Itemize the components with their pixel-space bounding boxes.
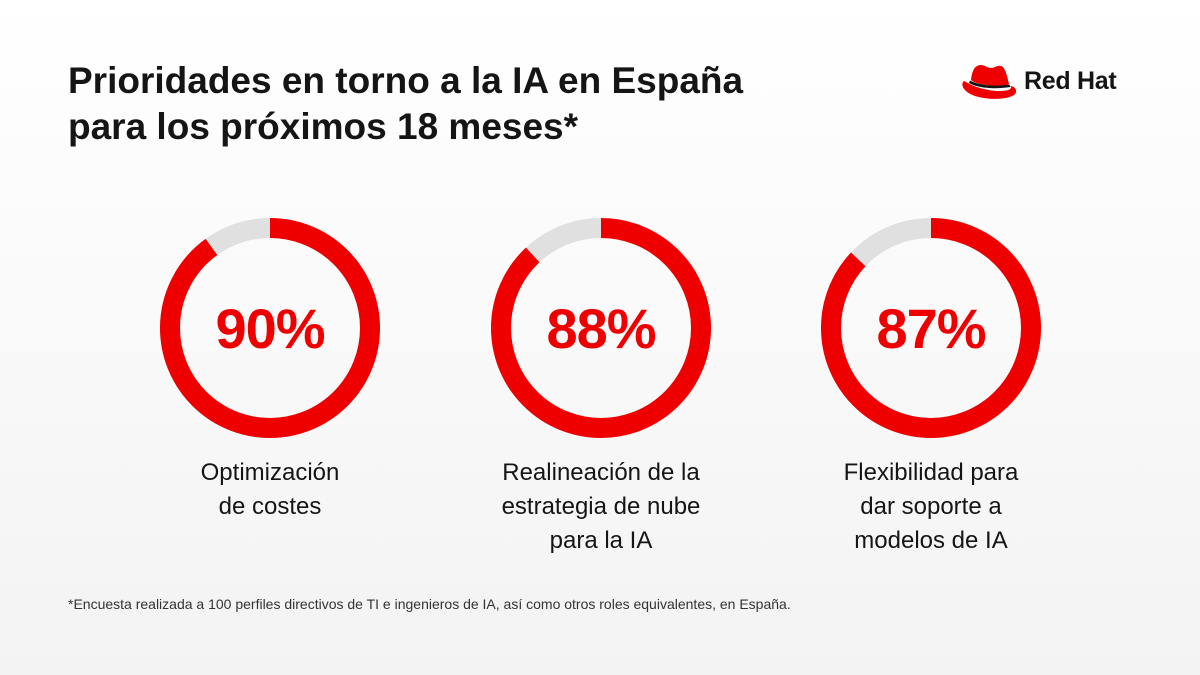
- donut-label-1-line-2: de costes: [218, 493, 322, 520]
- donut-label-1-line-1: Optimización: [200, 459, 340, 486]
- donut-label-2: Realineación de la estrategia de nube pa…: [451, 456, 751, 558]
- donut-label-3-line-3: modelos de IA: [854, 527, 1008, 554]
- donut-label-2-line-1: Realineación de la: [502, 459, 700, 486]
- donut-svg-1: [160, 218, 380, 438]
- red-hat-fedora-icon: [962, 65, 1017, 99]
- donut-label-3-line-1: Flexibilidad para: [843, 459, 1019, 486]
- donut-label-3: Flexibilidad para dar soporte a modelos …: [781, 456, 1081, 558]
- donut-value-3: 87%: [876, 296, 986, 360]
- donut-svg-2: [491, 218, 711, 438]
- donut-label-2-line-2: estrategia de nube: [501, 493, 701, 520]
- donut-arc-2: [491, 218, 711, 438]
- title-line-1: Prioridades en torno a la IA en España: [68, 60, 744, 101]
- footnote: *Encuesta realizada a 100 perfiles direc…: [68, 596, 791, 612]
- logo-text: Red Hat: [1024, 66, 1117, 95]
- donut-chart-3: 87%: [817, 214, 1045, 442]
- donut-label-3-line-2: dar soporte a: [860, 493, 1002, 520]
- red-hat-logo: Red Hat: [960, 56, 1140, 106]
- donut-svg-3: [821, 218, 1041, 438]
- donut-value-2: 88%: [546, 296, 656, 360]
- donut-label-1: Optimización de costes: [120, 456, 420, 524]
- donut-arc-3: [821, 218, 1041, 438]
- donut-label-2-line-3: para la IA: [549, 527, 653, 554]
- donut-chart-1: 90%: [156, 214, 384, 442]
- page-title: Prioridades en torno a la IA en España p…: [68, 58, 828, 150]
- donut-arc-1: [160, 218, 380, 438]
- donut-chart-2: 88%: [487, 214, 715, 442]
- donut-value-1: 90%: [215, 296, 325, 360]
- title-line-2: para los próximos 18 meses*: [68, 106, 579, 147]
